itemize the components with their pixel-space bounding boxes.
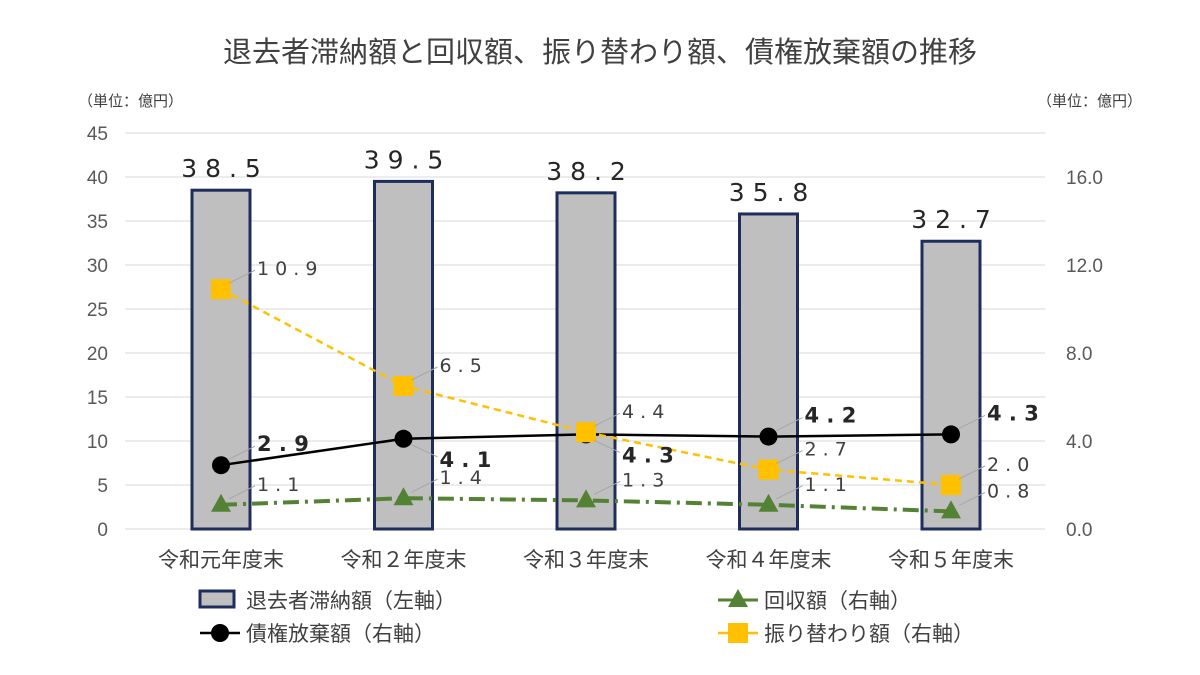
line-marker	[576, 489, 596, 508]
left-tick-label: 35	[87, 212, 108, 233]
point-value-label: 4 . 1	[440, 448, 492, 472]
category-label: 令和５年度末	[888, 548, 1014, 572]
bar	[373, 179, 434, 531]
line-marker	[576, 422, 596, 443]
line-marker	[759, 427, 778, 446]
point-value-label: 1 . 4	[440, 467, 482, 489]
line-marker	[212, 456, 230, 475]
line-marker	[211, 493, 231, 512]
category-axis: 令和元年度末 令和２年度末 令和３年度末 令和４年度末 令和５年度末	[158, 548, 1014, 572]
label-leader-line	[593, 480, 621, 495]
line-marker	[941, 475, 961, 495]
point-value-label: 4 . 2	[805, 404, 857, 428]
left-tick-label: 15	[87, 388, 108, 409]
legend-item: 回収額（右軸）	[718, 589, 911, 613]
line-marker	[728, 589, 748, 607]
point-value-label: 2 . 7	[805, 439, 847, 461]
label-leader-line	[958, 414, 986, 429]
label-leader-line	[593, 412, 621, 427]
line-series	[211, 279, 961, 519]
point-value-label: 1 . 1	[257, 474, 299, 496]
left-tick-label: 10	[87, 432, 108, 453]
label-leader-line	[228, 269, 256, 284]
line-marker	[758, 459, 779, 480]
point-value-label: 4 . 3	[987, 401, 1039, 425]
point-value-label: 6 . 5	[440, 355, 482, 377]
line-marker	[758, 493, 779, 512]
bar	[555, 191, 617, 531]
left-tick-label: 5	[97, 476, 108, 497]
bar-value-label: 3 8 . 5	[181, 154, 261, 183]
bar-series	[190, 179, 982, 531]
legend-item: 退去者滞納額（左軸）	[198, 589, 456, 613]
legend-item: 債権放棄額（右軸）	[200, 622, 435, 646]
series-line	[220, 288, 952, 487]
line-marker	[941, 500, 961, 519]
legend-label: 退去者滞納額（左軸）	[246, 589, 456, 613]
label-leader-line	[411, 444, 438, 458]
left-axis-unit: （単位：億円）	[78, 92, 183, 110]
legend-label: 振り替わり額（右軸）	[764, 622, 974, 646]
line-marker	[211, 624, 229, 642]
category-label: 令和２年度末	[341, 548, 467, 572]
label-leader-line	[411, 478, 438, 493]
legend-label: 回収額（右軸）	[764, 589, 911, 613]
right-tick-label: 4.0	[1066, 432, 1092, 453]
right-tick-label: 0.0	[1066, 520, 1092, 541]
category-label: 令和元年度末	[158, 548, 284, 572]
bar-value-label: 3 8 . 2	[546, 157, 626, 186]
label-leader-line	[593, 439, 621, 453]
left-tick-label: 45	[87, 124, 108, 145]
left-tick-label: 0	[97, 520, 108, 541]
left-tick-label: 20	[87, 344, 108, 365]
point-value-label: 4 . 4	[622, 401, 664, 423]
bar	[190, 188, 252, 531]
label-leader-line	[776, 450, 803, 465]
point-value-label: 1 . 1	[805, 474, 847, 496]
legend-label: 債権放棄額（右軸）	[246, 622, 435, 646]
line-marker	[394, 429, 413, 448]
point-value-label: 1 0 . 9	[257, 258, 317, 280]
legend-item: 振り替わり額（右軸）	[718, 622, 974, 646]
line-marker	[728, 623, 748, 643]
right-tick-label: 8.0	[1066, 344, 1092, 365]
category-label: 令和３年度末	[523, 548, 649, 572]
label-leader-line	[228, 445, 256, 460]
bar	[738, 212, 799, 531]
right-tick-label: 12.0	[1066, 256, 1103, 277]
label-leader-line	[228, 485, 256, 500]
data-labels: 3 8 . 5 3 9 . 5 3 8 . 2 3 5 . 8 3 2 . 7 1 . 1…	[181, 145, 1039, 506]
label-leader-line	[411, 366, 438, 381]
right-axis-unit: （単位：億円）	[1037, 92, 1142, 110]
line-marker	[942, 425, 960, 444]
legend-swatch	[198, 589, 236, 609]
point-value-label: 1 . 3	[622, 469, 664, 491]
label-leader-line	[776, 417, 803, 432]
right-tick-label: 16.0	[1066, 168, 1103, 189]
point-value-label: 2 . 9	[257, 432, 309, 456]
point-value-label: 2 . 0	[987, 454, 1029, 476]
point-value-label: 4 . 3	[622, 443, 674, 467]
right-axis: 0.0 4.0 8.0 12.0 16.0	[1066, 168, 1103, 541]
category-label: 令和４年度末	[706, 548, 832, 572]
line-marker	[393, 376, 414, 396]
point-value-label: 0 . 8	[987, 480, 1029, 502]
left-tick-label: 25	[87, 300, 108, 321]
left-axis: 0 5 10 15 20 25 30 35 40 45	[87, 124, 108, 541]
label-leader-line	[958, 491, 986, 506]
bar-value-label: 3 9 . 5	[364, 145, 444, 174]
label-leader-line	[958, 465, 986, 480]
bar-value-label: 3 5 . 8	[729, 178, 809, 207]
bar-value-label: 3 2 . 7	[911, 205, 991, 234]
chart-title: 退去者滞納額と回収額、振り替わり額、債権放棄額の推移	[223, 35, 977, 69]
label-leader-line	[776, 485, 803, 500]
line-marker	[211, 279, 231, 300]
legend: 退去者滞納額（左軸） 回収額（右軸） 債権放棄額（右軸） 振り替わり額（右軸）	[198, 589, 974, 646]
line-marker	[393, 487, 414, 506]
left-tick-label: 40	[87, 168, 108, 189]
left-tick-label: 30	[87, 256, 108, 277]
